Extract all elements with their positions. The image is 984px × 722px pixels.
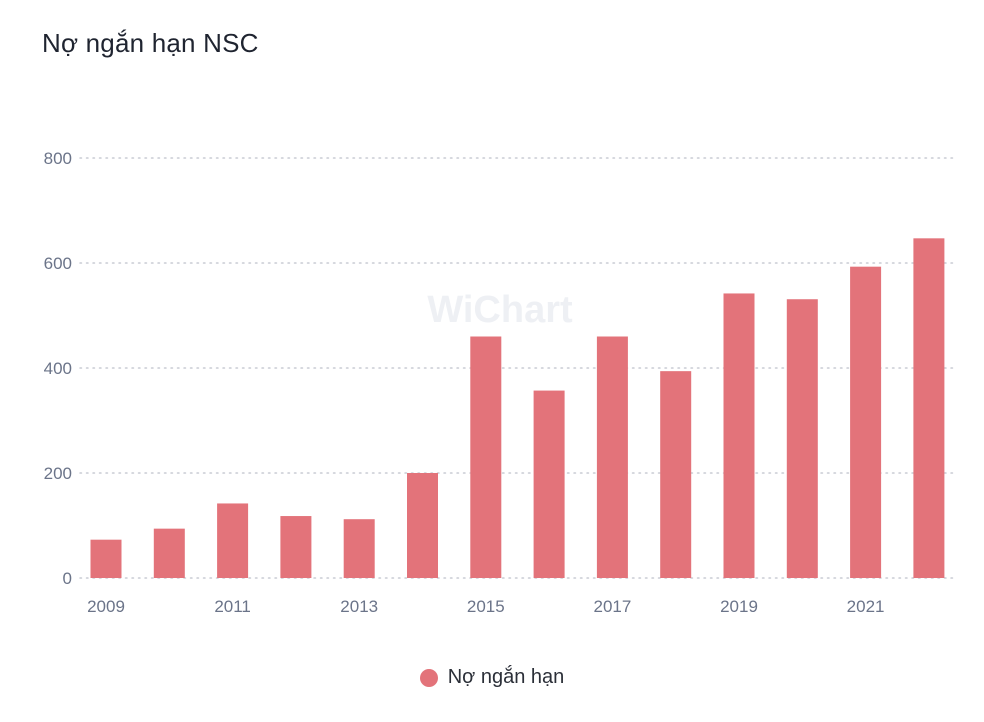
x-tick-label: 2009 — [87, 597, 125, 616]
bar-2013 — [343, 519, 375, 578]
y-tick-label: 800 — [44, 149, 72, 168]
bar-2017 — [596, 336, 628, 578]
legend-label: Nợ ngắn hạn — [447, 666, 565, 688]
x-tick-label: 2011 — [214, 597, 251, 616]
bar-2011 — [217, 503, 249, 578]
bar-2009 — [90, 539, 122, 578]
legend[interactable]: Nợ ngắn hạn — [0, 666, 984, 689]
x-tick-label: 2019 — [720, 597, 758, 616]
x-tick-label: 2017 — [593, 597, 631, 616]
y-tick-label: 400 — [44, 359, 72, 378]
bar-2016 — [533, 390, 565, 578]
x-tick-label: 2015 — [467, 597, 505, 616]
bar-2019 — [723, 293, 755, 578]
bar-2021 — [850, 266, 882, 578]
bar-2012 — [280, 516, 312, 578]
y-tick-label: 0 — [63, 569, 72, 588]
bar-2014 — [407, 473, 438, 578]
x-tick-label: 2021 — [847, 597, 885, 616]
x-tick-label: 2013 — [340, 597, 378, 616]
y-tick-label: 200 — [44, 464, 72, 483]
bar-2018 — [660, 371, 692, 578]
legend-swatch-icon — [419, 668, 438, 687]
bar-2010 — [153, 528, 185, 578]
chart-title: Nợ ngắn hạn NSC — [42, 28, 259, 58]
bar-2022 — [913, 238, 945, 578]
watermark-logo: WiChart — [427, 289, 573, 331]
y-tick-label: 600 — [44, 254, 72, 273]
bar-2020 — [786, 299, 818, 578]
bar-2015 — [470, 336, 502, 578]
